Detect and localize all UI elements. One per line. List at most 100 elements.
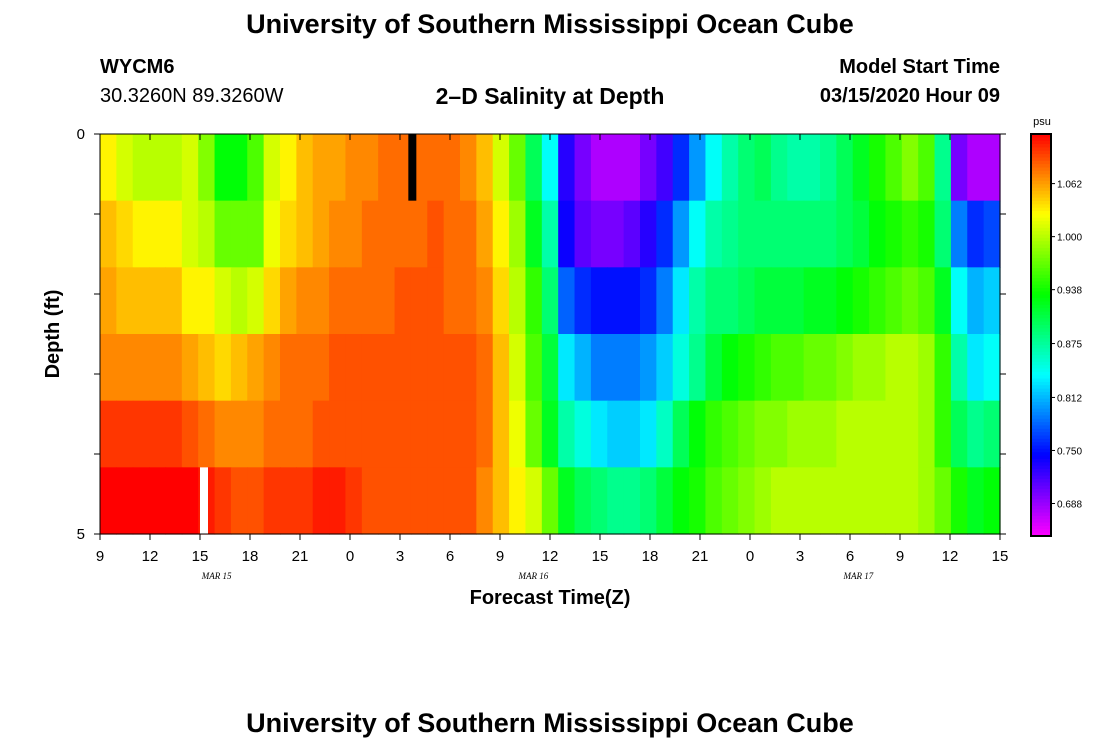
- colorbar-segment: [1031, 324, 1051, 329]
- heatmap-cell: [165, 400, 183, 468]
- heatmap-cell: [427, 334, 445, 402]
- colorbar-segment: [1031, 422, 1051, 427]
- heatmap-cell: [541, 400, 559, 468]
- heatmap-cell: [181, 334, 199, 402]
- heatmap-cell: [312, 200, 330, 268]
- heatmap-cell: [541, 134, 559, 202]
- heatmap-cell: [983, 400, 1001, 468]
- heatmap-cell: [394, 134, 412, 202]
- heatmap-cell: [787, 334, 805, 402]
- colorbar-segment: [1031, 298, 1051, 303]
- heatmap-cell: [329, 200, 347, 268]
- heatmap-cell: [198, 200, 216, 268]
- heatmap-cell: [460, 200, 477, 268]
- heatmap-cell: [623, 134, 641, 202]
- colorbar-segment: [1031, 321, 1051, 326]
- colorbar-tick-label: 1.000: [1057, 233, 1082, 244]
- colorbar-segment: [1031, 405, 1051, 410]
- colorbar-segment: [1031, 167, 1051, 172]
- heatmap-cell: [852, 400, 870, 468]
- heatmap-cell: [574, 200, 592, 268]
- heatmap-cell: [803, 400, 821, 468]
- x-axis: 9 12 15 18 21 0 3 6 9 12 15 18 21 0 3 6 9 12 15 MAR 15 MAR 1…: [96, 134, 1008, 581]
- heatmap-cell: [427, 467, 445, 535]
- heatmap-cell: [934, 267, 952, 335]
- heatmap-cell: [525, 134, 543, 202]
- x-tick-label: 18: [242, 548, 259, 565]
- colorbar-tick-label: 0.750: [1057, 446, 1082, 457]
- heatmap-cell: [476, 134, 494, 202]
- heatmap-cell: [623, 467, 641, 535]
- heatmap-cell: [950, 200, 968, 268]
- heatmap-cell: [558, 200, 576, 268]
- heatmap-cell: [280, 334, 297, 402]
- heatmap-cell: [623, 267, 641, 335]
- heatmap-cell: [738, 267, 756, 335]
- heatmap-cell: [443, 400, 461, 468]
- heatmap-cell: [803, 134, 821, 202]
- heatmap-cell: [590, 467, 608, 535]
- x-tick-label: 9: [496, 548, 504, 565]
- heatmap-cell: [607, 467, 625, 535]
- heatmap-cell: [623, 200, 641, 268]
- colorbar-segment: [1031, 489, 1051, 494]
- heatmap-cell: [132, 400, 150, 468]
- colorbar-segment: [1031, 147, 1051, 152]
- colorbar-segment: [1031, 502, 1051, 507]
- heatmap-cell: [247, 467, 265, 535]
- heatmap-cell: [640, 467, 657, 535]
- colorbar-segment: [1031, 284, 1051, 289]
- colorbar-tick-label: 0.688: [1057, 499, 1082, 510]
- colorbar-segment: [1031, 458, 1051, 463]
- heatmap-cell: [100, 134, 117, 202]
- page-title: University of Southern Mississippi Ocean…: [246, 9, 854, 39]
- heatmap-cell: [869, 267, 887, 335]
- heatmap-cell: [116, 134, 134, 202]
- heatmap-cell: [181, 200, 199, 268]
- colorbar-segment: [1031, 144, 1051, 148]
- heatmap-cell: [296, 400, 314, 468]
- heatmap-cell: [640, 400, 657, 468]
- heatmap-cell: [443, 334, 461, 402]
- heatmap-cell: [803, 467, 821, 535]
- date-label: MAR 16: [517, 571, 548, 581]
- heatmap-cell: [934, 134, 952, 202]
- colorbar-segment: [1031, 261, 1051, 266]
- heatmap-cell: [787, 134, 805, 202]
- colorbar-segment: [1031, 180, 1051, 185]
- heatmap-cell: [132, 334, 150, 402]
- colorbar-segment: [1031, 395, 1051, 400]
- heatmap-cell: [558, 134, 576, 202]
- heatmap-cell: [329, 400, 347, 468]
- x-tick-label: 12: [142, 548, 159, 565]
- heatmap-cell: [149, 134, 167, 202]
- heatmap-cell: [230, 334, 248, 402]
- heatmap-cell: [230, 200, 248, 268]
- heatmap-cell: [280, 267, 297, 335]
- heatmap-cell: [443, 267, 461, 335]
- heatmap-cell: [116, 400, 134, 468]
- heatmap-cell: [607, 134, 625, 202]
- colorbar-tick-label: 0.875: [1057, 340, 1082, 351]
- heatmap-cell: [901, 200, 919, 268]
- heatmap-cell: [345, 200, 363, 268]
- heatmap-cell: [427, 267, 445, 335]
- heatmap-cell: [770, 467, 788, 535]
- heatmap-cell: [836, 400, 854, 468]
- heatmap-cell: [803, 334, 821, 402]
- heatmap-cell: [574, 267, 592, 335]
- colorbar-segment: [1031, 227, 1051, 232]
- heatmap-cell: [345, 400, 363, 468]
- heatmap-cell: [116, 200, 134, 268]
- heatmap-cell: [672, 400, 690, 468]
- heatmap-cell: [165, 134, 183, 202]
- heatmap-cell: [541, 334, 559, 402]
- heatmap-cell: [983, 467, 1001, 535]
- heatmap-cell: [770, 267, 788, 335]
- heatmap-cell: [361, 134, 379, 202]
- heatmap-cell: [296, 334, 314, 402]
- heatmap-cell: [901, 467, 919, 535]
- heatmap-cell: [574, 400, 592, 468]
- heatmap-cell: [787, 400, 805, 468]
- colorbar-segment: [1031, 462, 1051, 467]
